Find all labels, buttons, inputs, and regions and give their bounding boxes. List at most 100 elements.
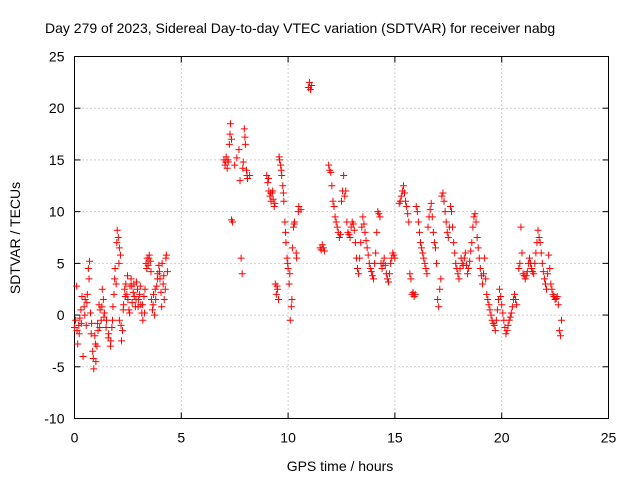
data-point bbox=[147, 268, 155, 276]
data-point bbox=[115, 316, 123, 324]
data-point bbox=[227, 135, 235, 143]
x-tick-label: 5 bbox=[177, 430, 185, 446]
data-point bbox=[480, 270, 488, 278]
data-points bbox=[71, 78, 566, 373]
data-point bbox=[144, 261, 152, 269]
data-point bbox=[279, 189, 287, 197]
x-tick-label: 10 bbox=[280, 430, 296, 446]
data-point bbox=[72, 316, 80, 324]
data-point bbox=[454, 270, 462, 278]
data-point bbox=[512, 296, 520, 304]
y-axis-tick-labels: -10 -5 0 5 10 15 20 25 bbox=[44, 49, 64, 427]
data-point bbox=[136, 290, 144, 298]
data-point bbox=[338, 197, 345, 205]
data-point bbox=[430, 239, 438, 247]
data-point bbox=[318, 241, 326, 249]
data-point bbox=[112, 280, 120, 288]
data-point bbox=[468, 239, 476, 247]
data-point bbox=[343, 218, 351, 226]
data-point bbox=[473, 234, 481, 241]
data-point bbox=[109, 303, 117, 311]
data-point bbox=[367, 268, 375, 276]
data-point bbox=[233, 154, 241, 162]
data-point bbox=[263, 171, 271, 179]
data-point bbox=[436, 285, 444, 293]
data-point bbox=[351, 239, 359, 247]
data-point bbox=[399, 182, 407, 190]
data-point bbox=[497, 292, 505, 300]
data-point bbox=[148, 306, 156, 314]
data-point bbox=[470, 213, 478, 221]
data-point bbox=[539, 268, 547, 276]
data-point bbox=[330, 202, 338, 210]
data-point bbox=[435, 303, 443, 311]
data-point bbox=[491, 327, 499, 335]
data-point bbox=[448, 208, 456, 216]
data-point bbox=[383, 275, 391, 283]
data-point bbox=[364, 251, 372, 259]
x-tick-label: 20 bbox=[494, 430, 510, 446]
data-point bbox=[438, 192, 446, 200]
y-tick-label: 25 bbox=[49, 49, 65, 65]
data-point bbox=[545, 251, 553, 259]
data-point bbox=[240, 125, 248, 133]
data-point bbox=[373, 228, 381, 236]
data-point bbox=[163, 268, 171, 276]
data-point bbox=[483, 290, 491, 298]
data-point bbox=[145, 254, 153, 262]
data-point bbox=[80, 303, 88, 311]
data-point bbox=[556, 332, 564, 340]
data-point bbox=[404, 210, 412, 218]
data-point bbox=[378, 265, 386, 273]
data-point bbox=[75, 330, 83, 338]
data-point bbox=[158, 259, 166, 267]
data-point bbox=[136, 282, 144, 290]
data-point bbox=[242, 166, 250, 174]
data-point bbox=[406, 270, 414, 278]
data-point bbox=[461, 249, 469, 257]
data-point bbox=[161, 285, 169, 293]
data-point bbox=[499, 309, 507, 317]
data-point bbox=[339, 187, 347, 195]
data-point bbox=[158, 303, 166, 311]
data-point bbox=[283, 254, 291, 262]
data-point bbox=[482, 275, 490, 283]
data-point bbox=[239, 158, 247, 166]
data-point bbox=[74, 340, 82, 348]
data-point bbox=[475, 254, 483, 262]
data-point bbox=[356, 254, 364, 262]
data-point bbox=[429, 228, 437, 236]
data-point bbox=[113, 226, 121, 234]
data-point bbox=[529, 268, 537, 276]
data-point bbox=[506, 313, 514, 321]
data-point bbox=[130, 292, 138, 300]
data-point bbox=[423, 270, 431, 278]
data-point bbox=[284, 259, 292, 267]
data-point bbox=[319, 244, 327, 252]
data-point bbox=[272, 290, 280, 298]
data-point bbox=[370, 275, 378, 283]
data-point bbox=[269, 195, 277, 203]
data-point bbox=[332, 218, 340, 226]
data-point bbox=[224, 156, 232, 164]
data-point bbox=[274, 296, 282, 304]
y-tick-label: 10 bbox=[49, 204, 65, 220]
data-point bbox=[277, 161, 285, 169]
data-point bbox=[421, 259, 429, 267]
data-point bbox=[335, 234, 343, 241]
data-point bbox=[123, 272, 131, 280]
data-point bbox=[308, 81, 316, 89]
data-point bbox=[290, 220, 298, 228]
data-point bbox=[82, 321, 90, 329]
data-point bbox=[225, 140, 233, 148]
data-point bbox=[371, 259, 379, 267]
data-point bbox=[513, 301, 521, 309]
data-point bbox=[508, 303, 516, 311]
data-point bbox=[98, 303, 106, 311]
data-point bbox=[511, 290, 519, 298]
data-point bbox=[420, 254, 428, 262]
data-point bbox=[292, 249, 300, 257]
data-point bbox=[471, 210, 479, 218]
data-point bbox=[366, 265, 374, 273]
data-point bbox=[444, 234, 452, 241]
